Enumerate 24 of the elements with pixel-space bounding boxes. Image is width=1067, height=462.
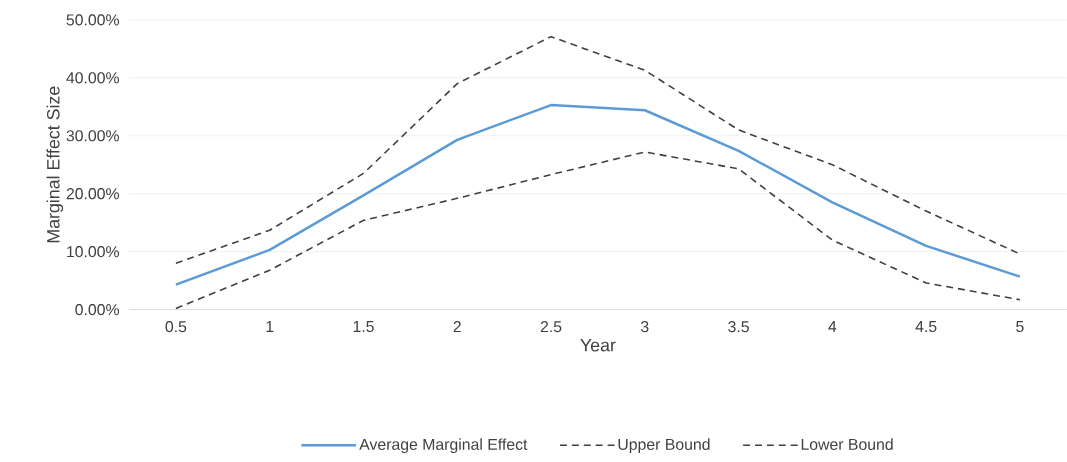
y-tick-label: 50.00% bbox=[66, 14, 120, 26]
line-series bbox=[174, 103, 1022, 286]
y-tick-label: 0.00% bbox=[75, 303, 120, 315]
x-axis-title: Year bbox=[580, 338, 616, 352]
legend-label: Upper Bound bbox=[618, 438, 710, 453]
y-tick-label: 20.00% bbox=[66, 187, 120, 200]
line-series bbox=[175, 150, 1021, 310]
x-tick-label: 4 bbox=[828, 320, 837, 332]
y-tick-label: 40.00% bbox=[66, 71, 120, 84]
line-series bbox=[175, 35, 1021, 264]
x-tick-label: 2 bbox=[453, 320, 461, 332]
y-tick-label: 10.00% bbox=[67, 245, 120, 258]
x-tick-label: 5 bbox=[1016, 320, 1024, 332]
x-tick-label: 0.5 bbox=[165, 320, 187, 333]
y-axis-title: Marginal Effect Size bbox=[46, 86, 64, 243]
x-tick-label: 1.5 bbox=[353, 320, 374, 332]
legend-label: Lower Bound bbox=[801, 438, 893, 450]
y-tick-label: 30.00% bbox=[66, 129, 120, 142]
x-tick-label: 2.5 bbox=[540, 320, 562, 333]
x-tick-label: 4.5 bbox=[915, 320, 937, 332]
x-tick-label: 3.5 bbox=[728, 320, 749, 333]
x-tick-label: 1 bbox=[266, 320, 274, 332]
legend-label: Average Marginal Effect bbox=[359, 438, 528, 453]
x-tick-label: 3 bbox=[641, 320, 649, 333]
